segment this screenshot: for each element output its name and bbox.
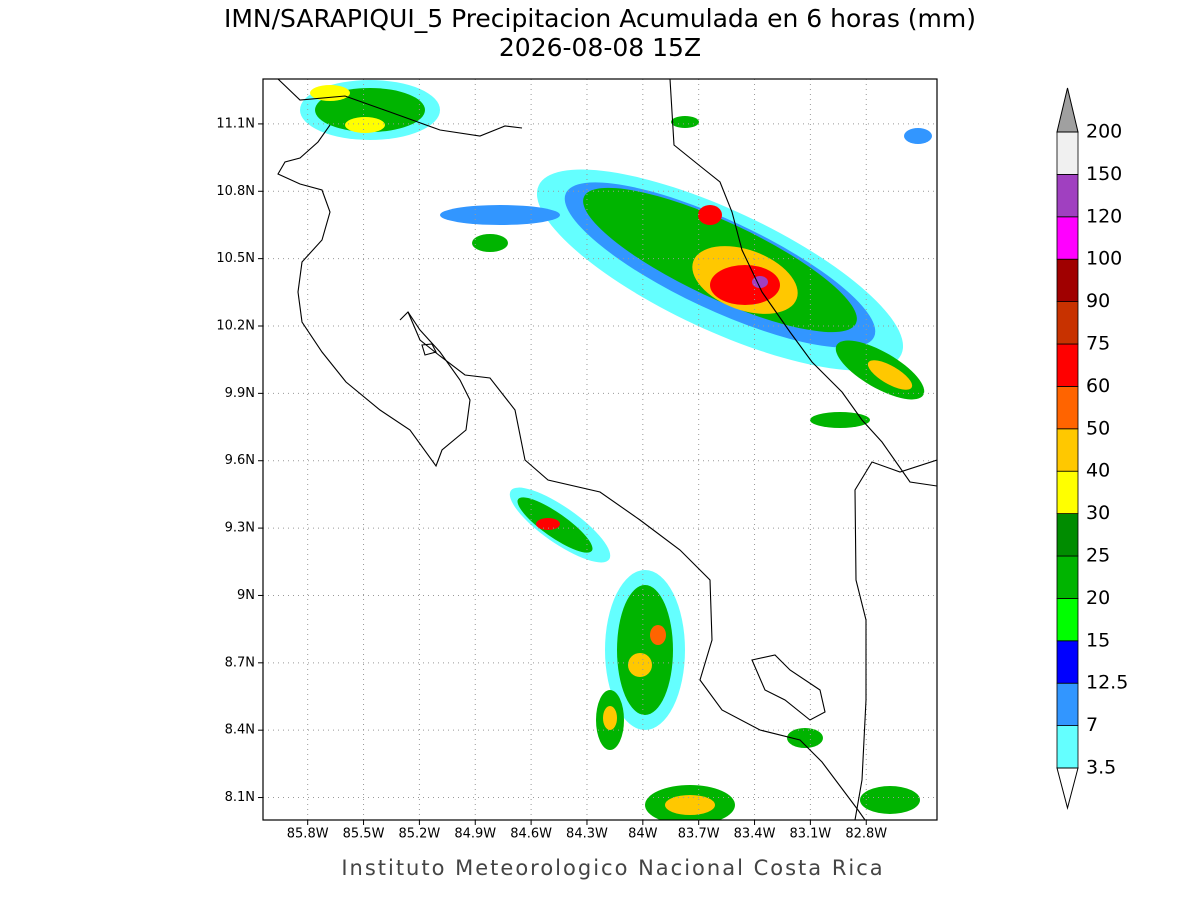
colorbar-label: 100	[1086, 248, 1122, 270]
coastlines	[277, 79, 937, 820]
colorbar-label: 50	[1086, 417, 1110, 439]
colorbar-box	[1056, 682, 1079, 727]
colorbar-over	[1056, 87, 1079, 133]
colorbar-label: 7	[1086, 714, 1098, 736]
lat-tick-label: 11.1N	[216, 116, 255, 131]
lat-tick-label: 10.8N	[216, 184, 255, 199]
colorbar-label: 90	[1086, 290, 1110, 312]
lon-tick-label: 83.7W	[678, 827, 720, 842]
lat-tick-label: 10.5N	[216, 251, 255, 266]
lat-tick-label: 10.2N	[216, 319, 255, 334]
colorbar-label: 20	[1086, 587, 1110, 609]
precipitation-field	[300, 80, 932, 820]
colorbar-box	[1056, 598, 1079, 642]
lon-tick-label: 84W	[628, 827, 658, 842]
lat-tick-label: 8.7N	[225, 655, 255, 670]
colorbar-label: 60	[1086, 375, 1110, 397]
colorbar-box	[1056, 513, 1079, 557]
lon-tick-label: 85.5W	[343, 827, 385, 842]
colorbar-box	[1056, 385, 1079, 430]
colorbar-label: 15	[1086, 629, 1110, 651]
lon-tick-label: 83.1W	[789, 827, 831, 842]
colorbar-label: 12.5	[1086, 672, 1128, 694]
colorbar-box	[1056, 470, 1079, 515]
colorbar-under	[1056, 767, 1079, 810]
colorbar-label: 150	[1086, 163, 1122, 185]
lon-tick-label: 85.8W	[287, 827, 329, 842]
title-line: IMN/SARAPIQUI_5 Precipitacion Acumulada …	[224, 4, 976, 33]
lon-tick-label: 83.4W	[734, 827, 776, 842]
lat-tick-label: 8.4N	[225, 723, 255, 738]
lon-tick-label: 84.3W	[566, 827, 608, 842]
colorbar-label: 200	[1086, 121, 1122, 143]
colorbar-box	[1056, 216, 1079, 260]
colorbar-box	[1056, 301, 1079, 345]
footer: Instituto Meteorologico Nacional Costa R…	[341, 856, 884, 880]
lat-tick-label: 9.6N	[225, 453, 255, 468]
colorbar-label: 75	[1086, 333, 1110, 355]
colorbar-box	[1056, 725, 1079, 769]
colorbar-label: 120	[1086, 205, 1122, 227]
colorbar-box	[1056, 258, 1079, 303]
colorbar-box	[1056, 640, 1079, 684]
lon-tick-label: 84.9W	[454, 827, 496, 842]
lat-tick-label: 9.3N	[225, 521, 255, 536]
colorbar-box	[1056, 343, 1079, 387]
colorbar-label: 25	[1086, 545, 1110, 567]
lat-tick-label: 9N	[237, 588, 255, 603]
lon-tick-label: 82.8W	[845, 827, 887, 842]
colorbar: 3.5 7 12.5 15 20 25 30 40 50 60 75 90 100 120 150 200	[1056, 87, 1128, 810]
title-line: 2026-08-08 15Z	[499, 33, 701, 62]
colorbar-box	[1056, 173, 1079, 218]
colorbar-box	[1056, 428, 1079, 472]
lon-tick-label: 85.2W	[398, 827, 440, 842]
lon-tick-label: 84.6W	[510, 827, 552, 842]
lat-tick-label: 9.9N	[225, 386, 255, 401]
colorbar-box	[1056, 131, 1079, 175]
map-frame	[262, 78, 938, 821]
colorbar-box	[1056, 555, 1079, 599]
colorbar-label: 40	[1086, 460, 1110, 482]
colorbar-label: 30	[1086, 502, 1110, 524]
lat-tick-label: 8.1N	[225, 790, 255, 805]
colorbar-label: 3.5	[1086, 757, 1116, 779]
grid	[258, 79, 937, 825]
